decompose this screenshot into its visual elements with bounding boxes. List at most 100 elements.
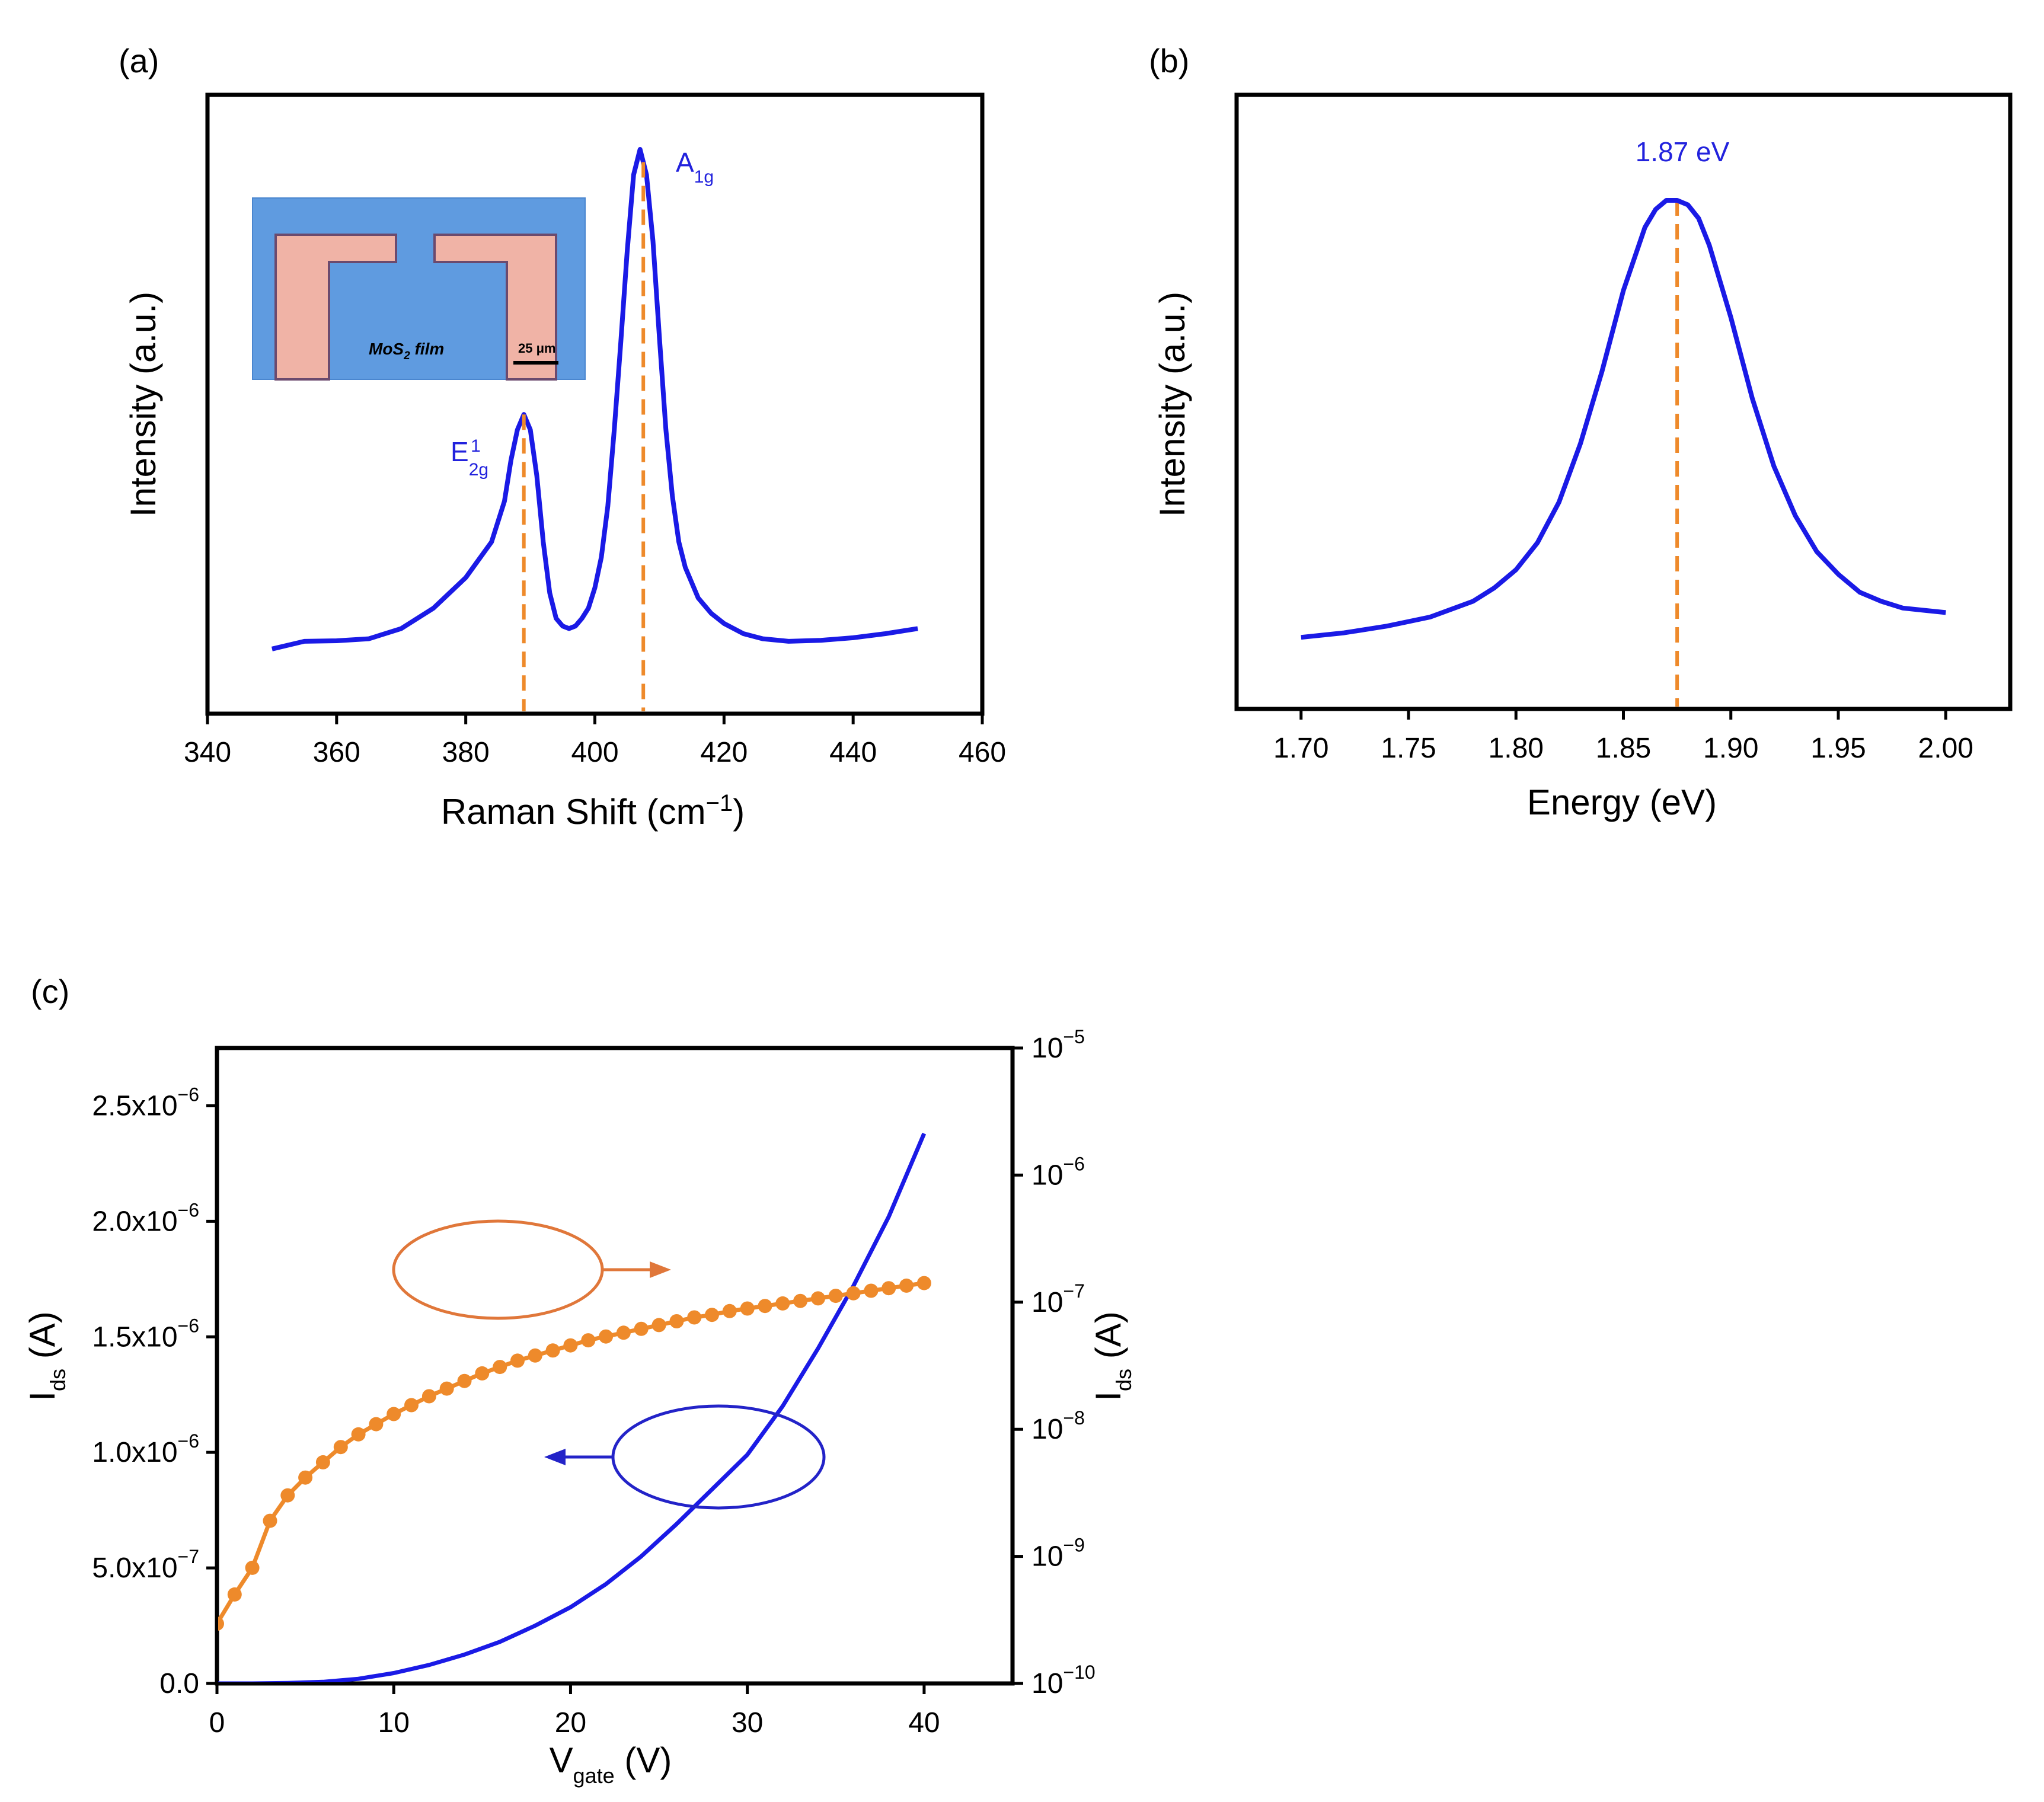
ids-log-point: [722, 1303, 737, 1318]
ids-log-point: [218, 1616, 224, 1631]
peak-label-187: 1.87 eV: [1636, 136, 1730, 167]
x-tick-label-b: 1.75: [1381, 733, 1436, 764]
ids-log-point: [758, 1299, 772, 1314]
ids-log-point: [775, 1296, 790, 1311]
pl-spectrum-line: [1301, 198, 1946, 640]
axis-ticks-c: 0 10 20 30 40 0.0 5.0x10−7 1.0x10−6 1.5x10−6 2.0x…: [92, 1026, 1095, 1739]
ids-log-point: [616, 1325, 631, 1340]
panel-c: (c) 0 10 20 30 40 0.0 5.0x10−7 1.0x10−6 1.5x10−6…: [23, 973, 1136, 1788]
ids-log-point: [916, 1276, 931, 1290]
x-tick-label-a: 420: [700, 737, 748, 768]
ids-log-point: [439, 1381, 454, 1396]
y-axis-label-a: Intensity (a.u.): [123, 292, 163, 517]
plot-frame-a: [205, 92, 985, 716]
panel-label-b: (b): [1149, 42, 1189, 79]
x-tick-label-a: 380: [442, 737, 490, 768]
transfer-plot-area: [218, 1132, 931, 1682]
x-ticks-b: 1.70 1.75 1.80 1.85 1.90 1.95 2.00: [1273, 709, 1973, 764]
panel-label-c: (c): [31, 973, 69, 1010]
y-tick-label-left-c: 5.0x10−7: [92, 1546, 199, 1584]
ids-log-point: [882, 1281, 896, 1296]
y-tick-label-right-c: 10−5: [1031, 1026, 1085, 1064]
electrode-pattern: [274, 234, 557, 381]
y-tick-label-right-c: 10−10: [1031, 1662, 1096, 1699]
ids-log-point: [387, 1407, 401, 1421]
y-tick-label-left-c: 1.0x10−6: [92, 1430, 199, 1468]
y-tick-label-left-c: 0.0: [159, 1668, 199, 1699]
plot-frame-b: [1234, 92, 2013, 711]
ids-log-point: [651, 1318, 666, 1333]
y-tick-label-left-c: 2.0x10−6: [92, 1199, 199, 1237]
x-axis-label-b: Energy (eV): [1527, 782, 1717, 822]
x-tick-label-c: 30: [732, 1707, 763, 1739]
y-tick-label-right-c: 10−8: [1031, 1407, 1085, 1445]
x-axis-label-c: Vgate (V): [550, 1740, 672, 1788]
x-tick-label-b: 1.90: [1703, 733, 1758, 764]
x-tick-label-a: 400: [571, 737, 618, 768]
ids-log-point: [369, 1417, 384, 1432]
x-tick-label-a: 340: [184, 737, 231, 768]
raman-spectrum-line: [271, 147, 918, 651]
ids-log-point: [581, 1333, 596, 1348]
panel-a: (a) 340 360 380 400 420 440 460 MoS2 film 25 μ…: [119, 42, 1006, 832]
plot-frame-c: [215, 1046, 1015, 1686]
ids-linear-line: [218, 1132, 927, 1682]
ids-log-point: [298, 1470, 313, 1485]
x-tick-label-a: 360: [313, 737, 360, 768]
inset-film-label: MoS2 film: [369, 340, 444, 362]
x-ticks-a: 340 360 380 400 420 440 460: [184, 714, 1006, 768]
ids-log-point: [333, 1440, 348, 1455]
ids-log-point: [811, 1291, 825, 1306]
peak-label-e2g: E2g1: [451, 436, 488, 480]
ids-log-point: [846, 1286, 861, 1301]
orange-arrow-head-icon: [650, 1261, 671, 1278]
x-tick-label-b: 2.00: [1918, 733, 1973, 764]
ids-log-point: [864, 1283, 879, 1298]
ids-log-point: [351, 1427, 366, 1442]
ids-log-line: [218, 1281, 925, 1625]
ids-log-point: [227, 1587, 242, 1602]
orange-series-marker-ellipse: [392, 1219, 604, 1320]
ids-log-point: [493, 1360, 507, 1375]
x-tick-label-b: 1.95: [1810, 733, 1866, 764]
y-axis-label-right-c: Ids (A): [1088, 1311, 1136, 1401]
ids-log-point: [457, 1373, 472, 1388]
x-tick-label-b: 1.85: [1596, 733, 1651, 764]
ids-log-point: [599, 1329, 614, 1344]
ids-log-point: [404, 1398, 419, 1413]
ids-log-point: [421, 1389, 436, 1404]
x-axis-label-a: Raman Shift (cm−1): [441, 790, 745, 832]
y-axis-label-left-c: Ids (A): [23, 1311, 70, 1401]
ids-log-point: [669, 1314, 684, 1328]
x-tick-label-c: 40: [908, 1707, 940, 1739]
ids-log-point: [634, 1321, 649, 1336]
ids-log-point: [528, 1348, 542, 1363]
ids-log-point: [510, 1353, 525, 1368]
y-tick-label-left-c: 1.5x10−6: [92, 1315, 199, 1353]
x-tick-label-a: 460: [959, 737, 1006, 768]
y-tick-label-right-c: 10−7: [1031, 1280, 1085, 1318]
blue-series-marker-ellipse: [611, 1404, 826, 1510]
y-tick-label-left-c: 2.5x10−6: [92, 1084, 199, 1122]
ids-log-point: [687, 1310, 702, 1325]
x-tick-label-b: 1.70: [1273, 733, 1328, 764]
y-tick-label-right-c: 10−6: [1031, 1153, 1085, 1191]
ids-log-point: [545, 1343, 560, 1358]
panel-label-a: (a): [119, 42, 159, 79]
ids-log-point: [793, 1293, 808, 1308]
ids-log-point: [705, 1308, 719, 1322]
ids-log-point: [740, 1301, 755, 1316]
raman-plot-area: [271, 147, 918, 711]
inset-micrograph: MoS2 film 25 μm: [252, 197, 586, 381]
x-tick-label-a: 440: [829, 737, 877, 768]
y-axis-label-b: Intensity (a.u.): [1152, 292, 1192, 517]
pl-plot-area: [1301, 198, 1946, 707]
x-tick-label-b: 1.80: [1489, 733, 1544, 764]
ids-log-point: [245, 1560, 260, 1575]
blue-arrow-head-icon: [544, 1449, 566, 1465]
ids-log-point: [263, 1513, 277, 1528]
y-tick-label-right-c: 10−9: [1031, 1535, 1085, 1573]
ids-log-point: [828, 1289, 843, 1303]
scale-bar-label: 25 μm: [518, 341, 556, 356]
